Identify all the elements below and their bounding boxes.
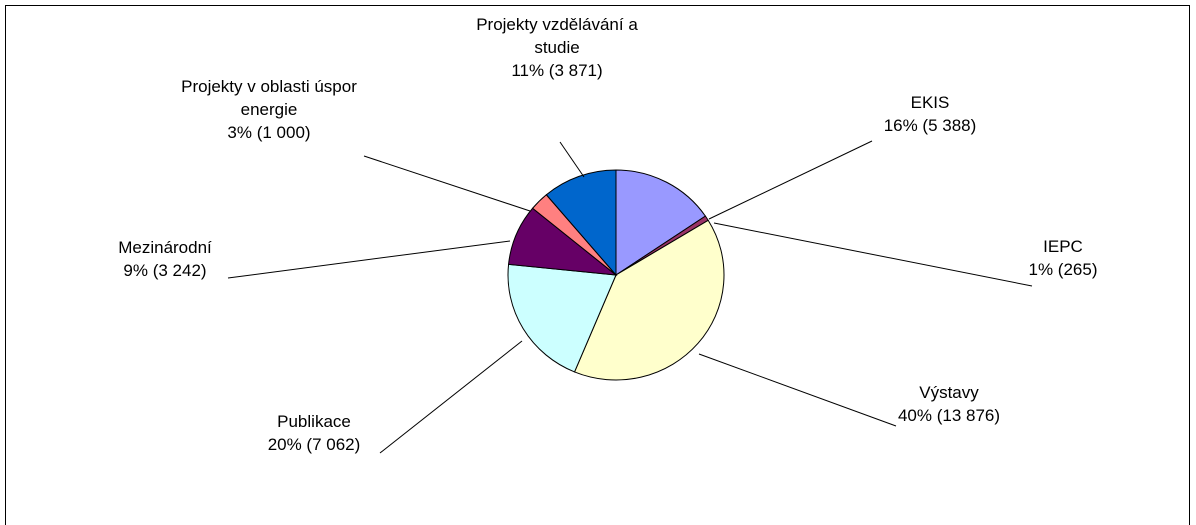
slice-label-publikace: 20% (7 062) [268,435,361,454]
leader-line-ekis [708,140,873,220]
slice-label-projekty-v-oblasti-uspor-energie: energie [241,100,298,119]
leader-line-iepc [713,222,1033,287]
leader-line-mezinarodni [227,240,511,279]
leader-line-projekty-v-oblasti-uspor-energie [363,155,531,212]
slice-label-vystavy: Výstavy [919,383,979,402]
slice-label-mezinarodni: 9% (3 242) [123,261,206,280]
pie-slice-ekis [615,169,707,276]
slice-label-projekty-vzdelavani-a-studie: Projekty vzdělávání a [476,15,638,34]
leader-line-projekty-vzdelavani-a-studie [559,141,585,178]
slice-label-mezinarodni: Mezinárodní [118,238,212,257]
slice-label-ekis: EKIS [911,93,950,112]
slice-label-iepc: 1% (265) [1029,260,1098,279]
slice-label-iepc: IEPC [1043,237,1083,256]
pie-slice-vystavy [573,219,725,381]
slice-label-projekty-v-oblasti-uspor-energie: Projekty v oblasti úspor [181,77,357,96]
slice-label-projekty-vzdelavani-a-studie: studie [534,38,579,57]
slice-label-projekty-vzdelavani-a-studie: 11% (3 871) [511,61,602,80]
pie-slice-publikace [507,263,617,373]
slice-label-projekty-v-oblasti-uspor-energie: 3% (1 000) [227,123,310,142]
slice-label-ekis: 16% (5 388) [884,116,977,135]
leader-line-vystavy [698,353,897,427]
slice-label-publikace: Publikace [277,412,351,431]
leader-line-publikace [379,340,523,454]
slice-label-vystavy: 40% (13 876) [898,406,1000,425]
pie-slice-projekty-vzdelavani-a-studie [545,169,617,277]
